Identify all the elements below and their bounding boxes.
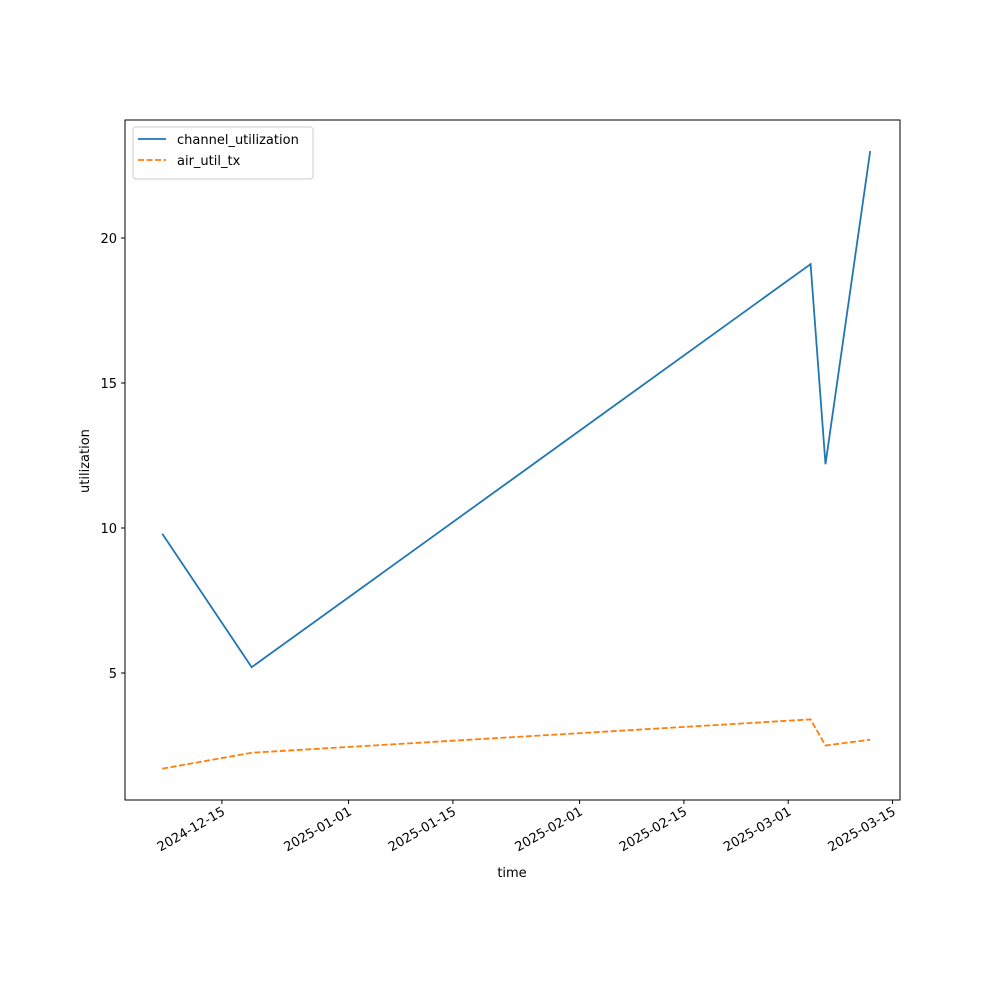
y-tick-label: 10 bbox=[100, 522, 117, 537]
x-axis-label: time bbox=[497, 866, 526, 881]
y-tick-label: 5 bbox=[109, 667, 117, 682]
legend-label: channel_utilization bbox=[177, 133, 299, 148]
y-axis-label: utilization bbox=[78, 429, 93, 493]
legend-box bbox=[132, 126, 314, 180]
legend-label: air_util_tx bbox=[177, 154, 241, 169]
y-tick-label: 15 bbox=[100, 377, 117, 392]
plot-frame bbox=[124, 119, 901, 801]
data-line bbox=[162, 718, 871, 770]
y-tick-label: 20 bbox=[100, 232, 117, 247]
data-line bbox=[161, 150, 872, 669]
